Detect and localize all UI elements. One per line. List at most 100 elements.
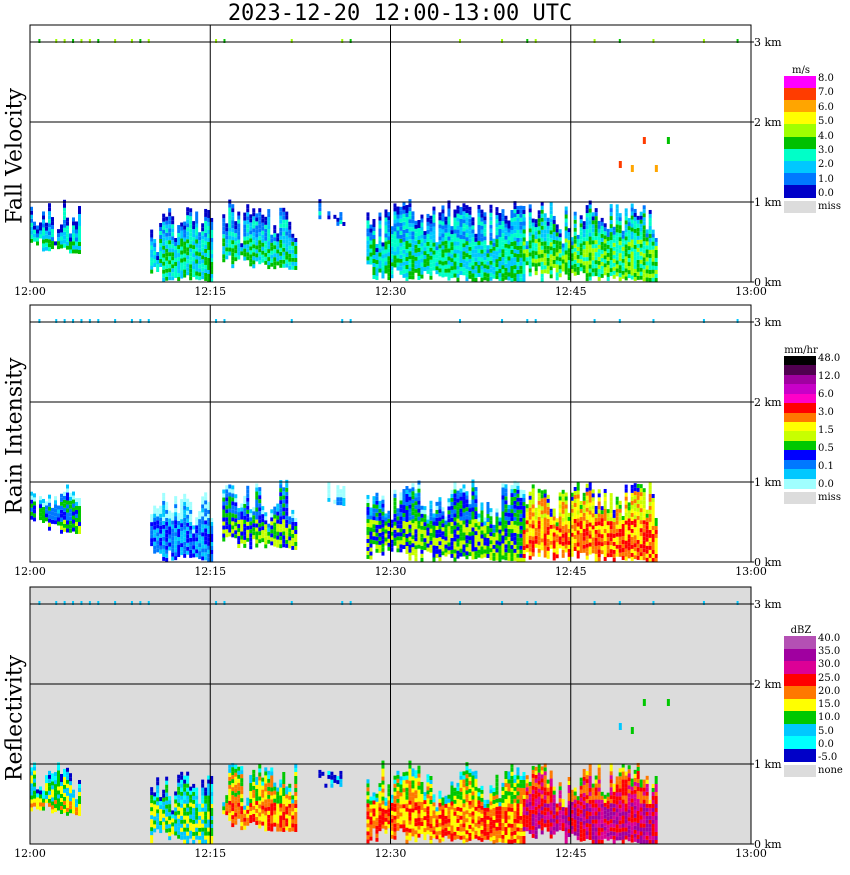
echo-cell [559, 528, 562, 532]
echo-cell [252, 216, 255, 220]
echo-cell [408, 199, 411, 203]
echo-cell [598, 493, 601, 497]
colorbar-swatch [784, 137, 816, 150]
echo-cell [171, 826, 174, 830]
echo-cell [294, 546, 297, 550]
echo-cell [249, 517, 252, 521]
echo-cell [78, 222, 81, 226]
echo-cell [384, 245, 387, 249]
echo-cell [529, 236, 532, 240]
echo-cell [204, 221, 207, 225]
echo-cell [507, 244, 510, 248]
echo-cell [649, 238, 652, 242]
echo-cell [655, 550, 658, 554]
echo-cell [372, 239, 375, 243]
echo-cell [264, 528, 267, 532]
echo-cell [228, 492, 231, 496]
echo-cell [604, 557, 607, 561]
echo-cell [63, 781, 66, 785]
echo-cell [168, 535, 171, 539]
echo-cell [60, 232, 63, 236]
echo-cell [66, 230, 69, 234]
echo-cell [592, 545, 595, 549]
echo-cell [375, 256, 378, 260]
echo-cell [207, 230, 210, 234]
echo-cell [435, 254, 438, 258]
colorbar-label: 0.0 [818, 480, 834, 490]
echo-cell [453, 537, 456, 541]
echo-cell [150, 262, 153, 266]
echo-cell [57, 514, 60, 518]
echo-cell [285, 236, 288, 240]
echo-cell [589, 491, 592, 495]
echo-cell [201, 247, 204, 251]
echo-cell [252, 507, 255, 511]
echo-cell [616, 541, 619, 545]
echo-cell [471, 265, 474, 269]
echo-cell [294, 258, 297, 262]
echo-cell [622, 548, 625, 552]
echo-cell [550, 206, 553, 210]
echo-cell [195, 820, 198, 824]
echo-cell [559, 269, 562, 273]
echo-cell [159, 801, 162, 805]
echo-cell [168, 232, 171, 236]
echo-cell [619, 509, 622, 513]
echo-cell [547, 507, 550, 511]
echo-cell [501, 245, 504, 249]
echo-cell [652, 502, 655, 506]
echo-cell [495, 207, 498, 211]
echo-cell [168, 252, 171, 256]
echo-cell [54, 520, 57, 524]
echo-cell [586, 484, 589, 488]
echo-cell [513, 517, 516, 521]
echo-cell [610, 256, 613, 260]
echo-cell [423, 239, 426, 243]
echo-cell [381, 254, 384, 258]
echo-cell [462, 223, 465, 227]
echo-cell [510, 533, 513, 537]
echo-cell [186, 792, 189, 796]
echo-cell [462, 267, 465, 271]
echo-cell [565, 227, 568, 231]
echo-cell [174, 496, 177, 500]
echo-cell [414, 537, 417, 541]
echo-cell [646, 526, 649, 530]
echo-cell [649, 226, 652, 230]
echo-cell [408, 239, 411, 243]
echo-cell [565, 239, 568, 243]
echo-cell [165, 233, 168, 237]
echo-cell [444, 269, 447, 273]
echo-cell [453, 529, 456, 533]
echo-cell [207, 518, 210, 522]
echo-cell [574, 240, 577, 244]
echo-cell [279, 256, 282, 260]
echo-cell [174, 556, 177, 560]
echo-cell [583, 501, 586, 505]
echo-cell [291, 514, 294, 518]
echo-cell [381, 274, 384, 278]
echo-cell [150, 787, 153, 791]
echo-cell [625, 276, 628, 280]
echo-cell [186, 788, 189, 792]
echo-cell [408, 243, 411, 247]
echo-cell [42, 799, 45, 803]
echo-cell [204, 792, 207, 796]
echo-cell [420, 510, 423, 514]
echo-cell [45, 235, 48, 239]
echo-cell [177, 541, 180, 545]
echo-cell [507, 224, 510, 228]
echo-cell [66, 517, 69, 521]
colorbar-label: 0.1 [818, 462, 834, 472]
echo-cell [189, 550, 192, 554]
echo-cell [156, 516, 159, 520]
echo-cell [60, 510, 63, 514]
echo-cell [468, 255, 471, 259]
echo-cell [547, 527, 550, 531]
echo-cell [483, 276, 486, 280]
echo-cell [504, 500, 507, 504]
echo-cell [255, 516, 258, 520]
echo-cell [541, 542, 544, 546]
echo-cell [156, 793, 159, 797]
echo-cell [414, 221, 417, 225]
